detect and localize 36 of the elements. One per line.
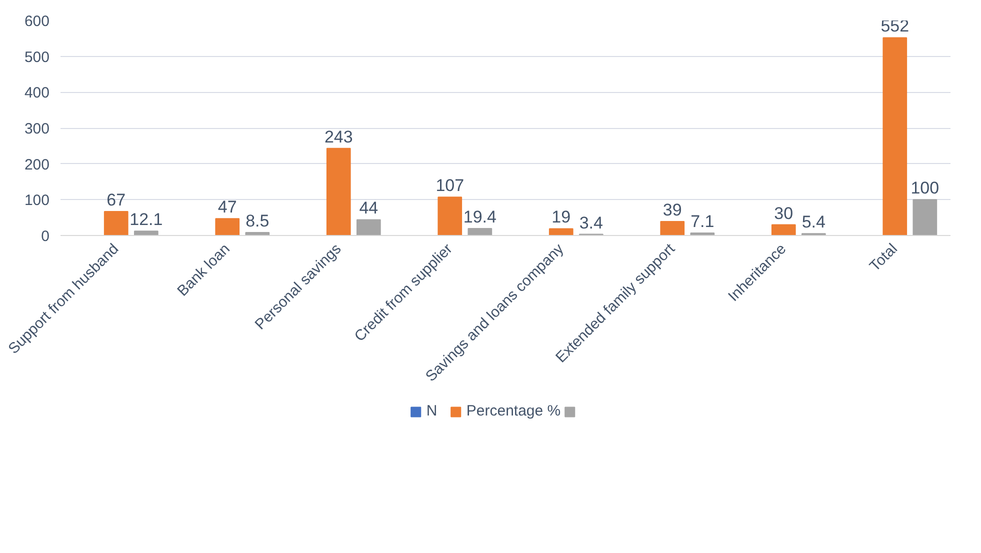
data-label: 3.4 — [579, 213, 603, 232]
bar — [134, 230, 158, 236]
data-label: 8.5 — [246, 211, 270, 230]
data-label: 44 — [359, 198, 378, 218]
bar — [104, 210, 128, 236]
data-label: 39 — [662, 200, 682, 220]
bar — [438, 196, 462, 236]
bar — [215, 218, 240, 236]
y-tick-label: 300 — [24, 120, 50, 138]
y-tick-label: 400 — [24, 84, 50, 102]
data-label: 243 — [324, 127, 353, 146]
legend-label: Percentage % — [466, 402, 561, 420]
bar — [882, 37, 908, 236]
data-label: 7.1 — [690, 212, 714, 231]
data-label: 19 — [552, 208, 571, 227]
bar — [660, 221, 685, 236]
y-tick-label: 200 — [24, 156, 50, 174]
y-tick-label: 500 — [24, 48, 50, 66]
data-label: 100 — [910, 178, 940, 198]
data-label: 107 — [436, 176, 464, 196]
y-tick-label: 0 — [41, 228, 50, 245]
data-label: 12.1 — [130, 210, 163, 230]
data-label: 5.4 — [802, 212, 826, 232]
y-tick-label: 100 — [24, 192, 50, 210]
data-label: 30 — [774, 204, 794, 223]
data-label: 19.4 — [463, 208, 496, 227]
data-label: 47 — [218, 198, 237, 217]
data-label: 67 — [106, 190, 126, 210]
y-tick-label: 600 — [24, 13, 50, 30]
bar — [326, 148, 351, 236]
legend-label: N — [426, 402, 438, 420]
bar — [548, 228, 574, 236]
bar — [912, 199, 938, 236]
bar — [771, 224, 796, 236]
bar — [356, 219, 381, 236]
bar — [468, 228, 492, 236]
